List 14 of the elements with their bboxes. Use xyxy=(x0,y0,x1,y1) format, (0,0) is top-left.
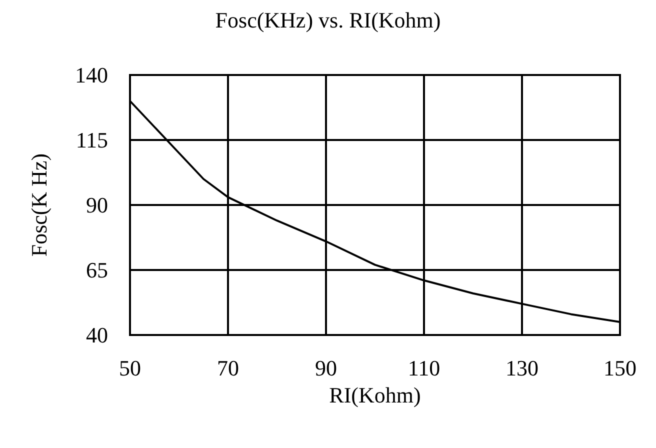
y-tick-label: 65 xyxy=(86,258,108,282)
x-tick-label: 90 xyxy=(315,356,337,380)
y-tick-label: 40 xyxy=(86,322,108,348)
x-tick-label: 130 xyxy=(506,356,538,380)
x-tick-label: 110 xyxy=(408,356,440,380)
x-tick-label: 50 xyxy=(119,356,141,380)
x-axis-title: RI(Kohm) xyxy=(329,382,421,408)
chart-title: Fosc(KHz) vs. RI(Kohm) xyxy=(215,8,441,32)
y-axis-title: Fosc(K Hz) xyxy=(26,153,52,257)
y-tick-label: 90 xyxy=(86,192,108,218)
y-tick-label: 115 xyxy=(76,128,108,152)
y-tick-label: 140 xyxy=(75,62,108,88)
x-tick-label: 150 xyxy=(604,356,636,380)
x-tick-label: 70 xyxy=(217,356,239,380)
